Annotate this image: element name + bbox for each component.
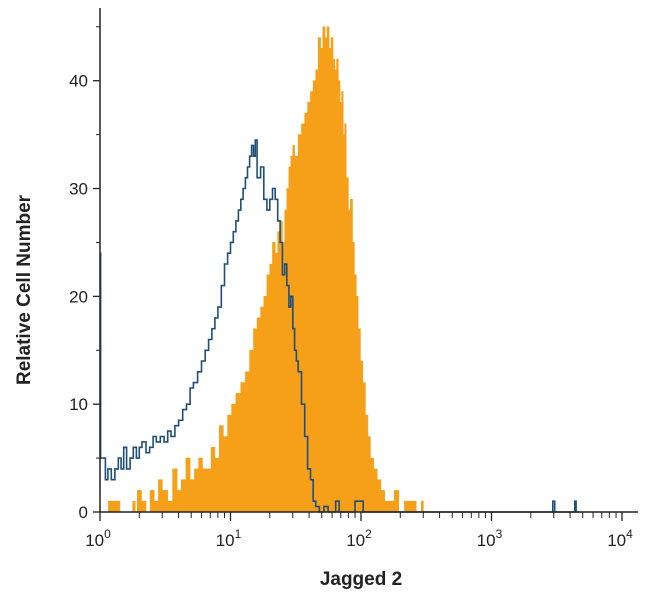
tick-labels: 0 10 20 30 40 100 101 102 103 104	[69, 72, 633, 550]
x-tick-label: 102	[346, 527, 372, 550]
x-tick-label: 104	[607, 527, 633, 550]
y-tick-label: 20	[69, 287, 88, 306]
y-axis-title: Relative Cell Number	[14, 194, 35, 385]
y-tick-label: 10	[69, 395, 88, 414]
x-tick-label: 101	[216, 527, 242, 550]
x-tick-label: 103	[477, 527, 503, 550]
outline-series-layer	[99, 139, 580, 513]
y-tick-label: 40	[69, 72, 88, 91]
filled-series-layer	[106, 26, 424, 513]
series-filled-histogram	[106, 26, 424, 513]
tick-marks	[93, 26, 623, 521]
x-tick-label: 100	[85, 527, 111, 550]
series-outline-histogram	[99, 139, 580, 513]
axes	[99, 8, 638, 513]
y-tick-label: 0	[79, 503, 88, 522]
y-tick-label: 30	[69, 180, 88, 199]
x-axis-title: Jagged 2	[320, 569, 402, 590]
